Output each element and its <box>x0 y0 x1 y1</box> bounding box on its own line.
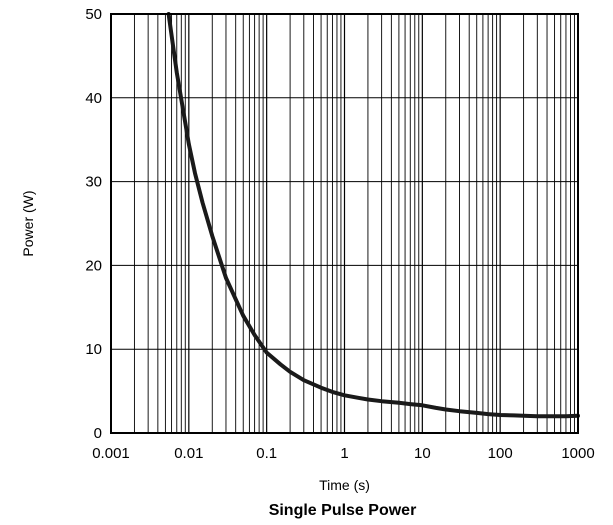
x-tick-labels: 0.001 0.01 0.1 1 10 100 1000 <box>92 445 594 462</box>
x-tick-label: 10 <box>414 445 431 462</box>
y-tick-label: 10 <box>85 341 102 358</box>
y-tick-label: 40 <box>85 90 102 107</box>
y-tick-labels: 0 10 20 30 40 50 <box>85 6 102 442</box>
x-axis-label: Time (s) <box>319 477 370 493</box>
x-tick-label: 1 <box>340 445 348 462</box>
x-tick-label: 100 <box>488 445 513 462</box>
y-axis-label: Power (W) <box>20 190 36 256</box>
chart-title: Single Pulse Power <box>269 502 417 519</box>
x-tick-label: 0.01 <box>174 445 203 462</box>
plot-frame <box>110 13 579 434</box>
x-tick-label: 0.001 <box>92 445 130 462</box>
y-tick-label: 20 <box>85 257 102 274</box>
power-curve <box>166 12 580 419</box>
y-tick-label: 0 <box>94 425 102 442</box>
x-tick-label: 1000 <box>561 445 594 462</box>
y-tick-label: 30 <box>85 174 102 191</box>
grid-lines <box>110 14 578 433</box>
y-tick-label: 50 <box>85 6 102 23</box>
x-tick-label: 0.1 <box>256 445 277 462</box>
